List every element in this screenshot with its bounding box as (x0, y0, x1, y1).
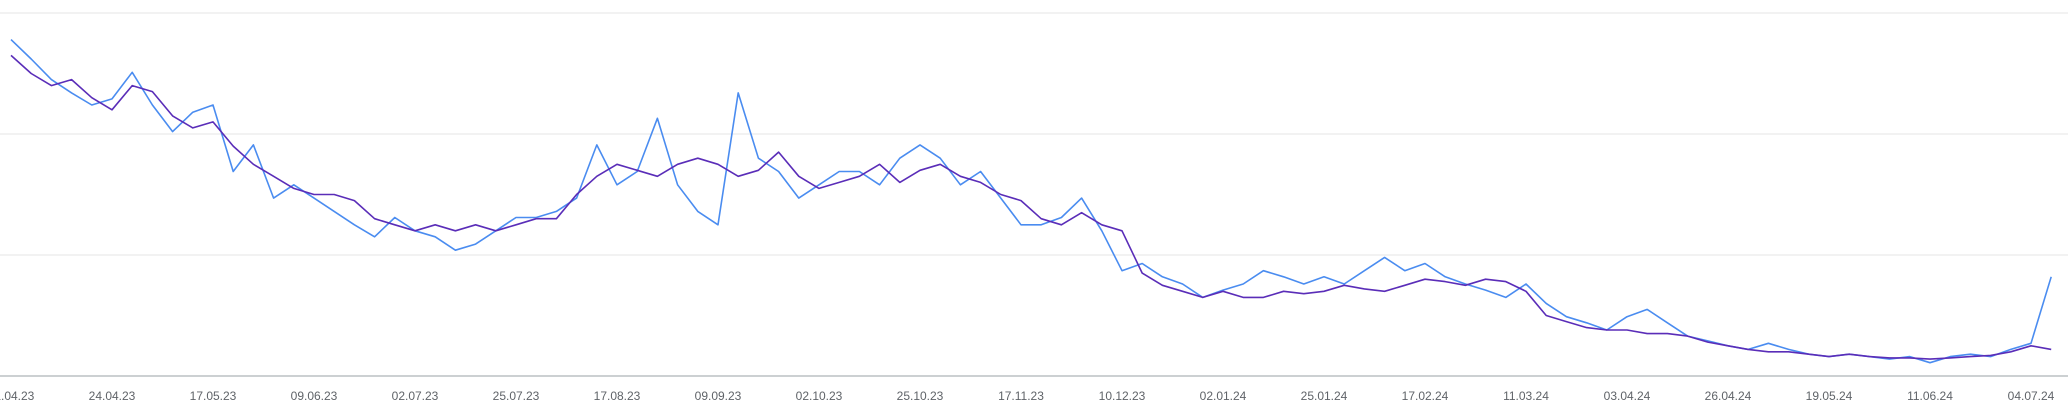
x-tick-label: 24.04.23 (89, 389, 136, 403)
x-tick-label: 26.04.24 (1705, 389, 1752, 403)
x-tick-label: 01.04.23 (0, 389, 35, 403)
x-tick-label: 25.07.23 (493, 389, 540, 403)
x-tick-label: 19.05.24 (1806, 389, 1853, 403)
x-tick-label: 11.03.24 (1503, 389, 1549, 403)
x-tick-label: 09.09.23 (695, 389, 742, 403)
series-line (10, 39, 2052, 364)
x-tick-label: 17.05.23 (190, 389, 237, 403)
x-tick-label: 11.06.24 (1907, 389, 1953, 403)
x-tick-label: 02.07.23 (392, 389, 439, 403)
x-tick-label: 17.02.24 (1402, 389, 1449, 403)
x-tick-label: 25.10.23 (897, 389, 944, 403)
x-tick-label: 09.06.23 (291, 389, 338, 403)
series-line (10, 54, 2052, 360)
x-tick-label: 17.08.23 (594, 389, 641, 403)
x-tick-label: 10.12.23 (1099, 389, 1146, 403)
x-tick-label: 17.11.23 (998, 389, 1044, 403)
x-tick-label: 02.10.23 (796, 389, 843, 403)
x-tick-label: 25.01.24 (1301, 389, 1348, 403)
x-tick-label: 02.01.24 (1200, 389, 1247, 403)
x-tick-label: 04.07.24 (2008, 389, 2055, 403)
x-tick-label: 03.04.24 (1604, 389, 1651, 403)
